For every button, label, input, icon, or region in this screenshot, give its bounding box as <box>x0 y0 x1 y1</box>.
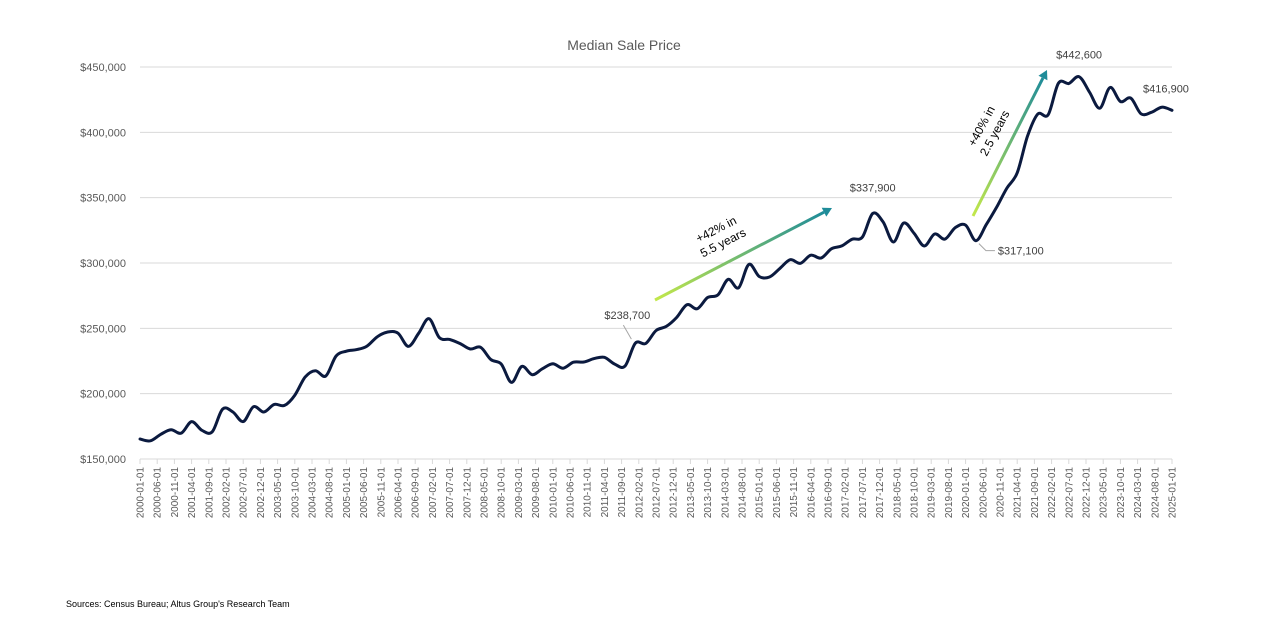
x-tick-label: 2011-09-01 <box>617 467 628 518</box>
x-tick-label: 2018-10-01 <box>910 467 921 519</box>
x-tick-label: 2010-06-01 <box>566 467 577 519</box>
x-tick-label: 2020-11-01 <box>996 467 1007 518</box>
x-tick-label: 2009-03-01 <box>514 467 525 519</box>
x-tick-label: 2017-12-01 <box>875 467 886 519</box>
x-tick-label: 2008-10-01 <box>497 467 508 519</box>
x-tick-label: 2010-11-01 <box>583 467 594 518</box>
chart-title: Median Sale Price <box>567 37 681 53</box>
x-tick-label: 2019-08-01 <box>944 467 955 519</box>
series-line-median-sale-price <box>138 75 1174 443</box>
y-tick-label: $350,000 <box>80 193 126 205</box>
leader-line <box>622 324 632 340</box>
x-tick-label: 2017-07-01 <box>858 467 869 519</box>
x-tick-label: 2001-04-01 <box>187 467 198 519</box>
data-label: $317,100 <box>998 246 1044 258</box>
y-tick-label: $450,000 <box>80 62 126 74</box>
x-tick-label: 2008-05-01 <box>480 467 491 519</box>
x-tick-label: 2021-09-01 <box>1030 467 1041 519</box>
y-tick-label: $250,000 <box>80 323 126 335</box>
x-tick-label: 2014-03-01 <box>720 467 731 519</box>
x-tick-label: 2020-06-01 <box>978 467 989 519</box>
x-tick-label: 2025-01-01 <box>1168 467 1179 519</box>
x-tick-label: 2002-07-01 <box>239 467 250 519</box>
x-tick-label: 2005-11-01 <box>376 467 387 518</box>
x-tick-label: 2003-05-01 <box>273 467 284 519</box>
x-tick-label: 2024-08-01 <box>1150 467 1161 519</box>
x-tick-label: 2017-02-01 <box>841 467 852 519</box>
y-tick-label: $200,000 <box>80 389 126 401</box>
x-tick-label: 2000-01-01 <box>136 467 147 519</box>
y-tick-label: $300,000 <box>80 258 126 270</box>
x-tick-label: 2005-06-01 <box>359 467 370 519</box>
x-tick-label: 2013-10-01 <box>703 467 714 519</box>
x-tick-label: 2001-09-01 <box>204 467 215 519</box>
x-tick-label: 2018-05-01 <box>892 467 903 519</box>
x-tick-label: 2002-12-01 <box>256 467 267 519</box>
y-tick-label: $150,000 <box>80 454 126 466</box>
x-tick-label: 2023-05-01 <box>1099 467 1110 519</box>
source-note: Sources: Census Bureau; Altus Group's Re… <box>66 599 290 609</box>
growth-arrow <box>971 77 1045 217</box>
x-tick-label: 2022-02-01 <box>1047 467 1058 519</box>
gridlines <box>140 66 1172 460</box>
x-tick-label: 2006-09-01 <box>411 467 422 519</box>
x-tick-label: 2016-09-01 <box>824 467 835 519</box>
x-tick-label: 2005-01-01 <box>342 467 353 519</box>
x-tick-label: 2011-04-01 <box>600 467 611 518</box>
data-label: $238,700 <box>604 310 650 322</box>
x-tick-label: 2023-10-01 <box>1116 467 1127 519</box>
x-tick-label: 2012-07-01 <box>652 467 663 519</box>
x-tick-label: 2010-01-01 <box>548 467 559 519</box>
x-tick-label: 2021-04-01 <box>1013 467 1024 519</box>
x-tick-label: 2024-03-01 <box>1133 467 1144 519</box>
x-axis-ticks: 2000-01-01 2000-06-01 2000-11-01 2001-04-01… <box>136 459 1179 518</box>
data-label: $416,900 <box>1143 83 1189 95</box>
x-tick-label: 2015-01-01 <box>755 467 766 519</box>
growth-arrow <box>654 210 825 302</box>
x-tick-label: 2007-02-01 <box>428 467 439 519</box>
x-tick-label: 2022-07-01 <box>1064 467 1075 519</box>
x-tick-label: 2006-04-01 <box>394 467 405 519</box>
x-tick-label: 2003-10-01 <box>290 467 301 519</box>
arrow-head-icon <box>1038 70 1048 81</box>
y-tick-label: $400,000 <box>80 127 126 139</box>
x-tick-label: 2022-12-01 <box>1082 467 1093 519</box>
x-tick-label: 2002-02-01 <box>222 467 233 519</box>
x-tick-label: 2013-05-01 <box>686 467 697 519</box>
y-axis-ticks: $150,000 $200,000 $250,000 $300,000 $350,000… <box>80 62 126 466</box>
x-tick-label: 2016-04-01 <box>806 467 817 519</box>
leader-line <box>978 243 995 252</box>
x-tick-label: 2000-06-01 <box>153 467 164 519</box>
x-tick-label: 2004-08-01 <box>325 467 336 519</box>
x-tick-label: 2000-11-01 <box>170 467 181 518</box>
x-tick-label: 2012-12-01 <box>669 467 680 519</box>
x-tick-label: 2009-08-01 <box>531 467 542 519</box>
arrow-head-icon <box>821 207 832 217</box>
data-labels: $238,700 $337,900 $317,100 $442,600 $416,900 <box>604 50 1189 340</box>
x-tick-label: 2007-12-01 <box>462 467 473 519</box>
x-tick-label: 2007-07-01 <box>445 467 456 519</box>
x-tick-label: 2004-03-01 <box>308 467 319 519</box>
x-tick-label: 2015-11-01 <box>789 467 800 518</box>
x-tick-label: 2012-02-01 <box>634 467 645 519</box>
data-label: $337,900 <box>850 182 896 194</box>
x-tick-label: 2019-03-01 <box>927 467 938 519</box>
data-label: $442,600 <box>1056 50 1102 62</box>
x-tick-label: 2014-08-01 <box>738 467 749 519</box>
x-tick-label: 2015-06-01 <box>772 467 783 519</box>
x-tick-label: 2020-01-01 <box>961 467 972 519</box>
